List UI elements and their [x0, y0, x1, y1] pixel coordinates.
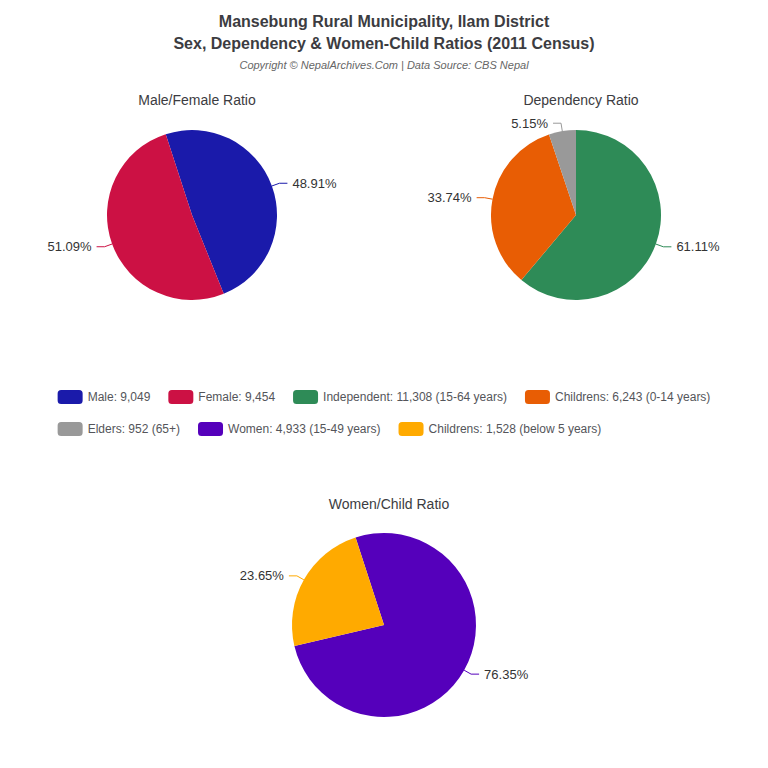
svg-text:Independent: 11,308 (15-64 yea: Independent: 11,308 (15-64 years)	[323, 390, 507, 404]
svg-text:Women/Child Ratio: Women/Child Ratio	[329, 496, 450, 512]
svg-text:Childrens: 6,243 (0-14 years): Childrens: 6,243 (0-14 years)	[555, 390, 710, 404]
svg-text:Copyright © NepalArchives.Com: Copyright © NepalArchives.Com | Data Sou…	[239, 59, 529, 71]
svg-text:Childrens: 1,528 (below 5 year: Childrens: 1,528 (below 5 years)	[429, 422, 602, 436]
svg-text:33.74%: 33.74%	[428, 190, 473, 205]
svg-text:Male: 9,049: Male: 9,049	[88, 390, 151, 404]
svg-text:5.15%: 5.15%	[511, 116, 548, 131]
svg-text:23.65%: 23.65%	[240, 568, 285, 583]
svg-text:Male/Female Ratio: Male/Female Ratio	[138, 92, 256, 108]
svg-text:48.91%: 48.91%	[292, 176, 337, 191]
svg-text:Sex, Dependency & Women-Child: Sex, Dependency & Women-Child Ratios (20…	[173, 35, 594, 52]
svg-text:Female: 9,454: Female: 9,454	[198, 390, 275, 404]
svg-text:51.09%: 51.09%	[47, 239, 92, 254]
svg-text:Mansebung Rural Municipality,: Mansebung Rural Municipality, Ilam Distr…	[219, 13, 550, 30]
svg-text:Women: 4,933 (15-49 years): Women: 4,933 (15-49 years)	[228, 422, 381, 436]
svg-text:Elders: 952 (65+): Elders: 952 (65+)	[88, 422, 180, 436]
svg-text:Dependency Ratio: Dependency Ratio	[523, 92, 638, 108]
svg-text:76.35%: 76.35%	[484, 667, 529, 682]
svg-text:61.11%: 61.11%	[676, 239, 720, 254]
